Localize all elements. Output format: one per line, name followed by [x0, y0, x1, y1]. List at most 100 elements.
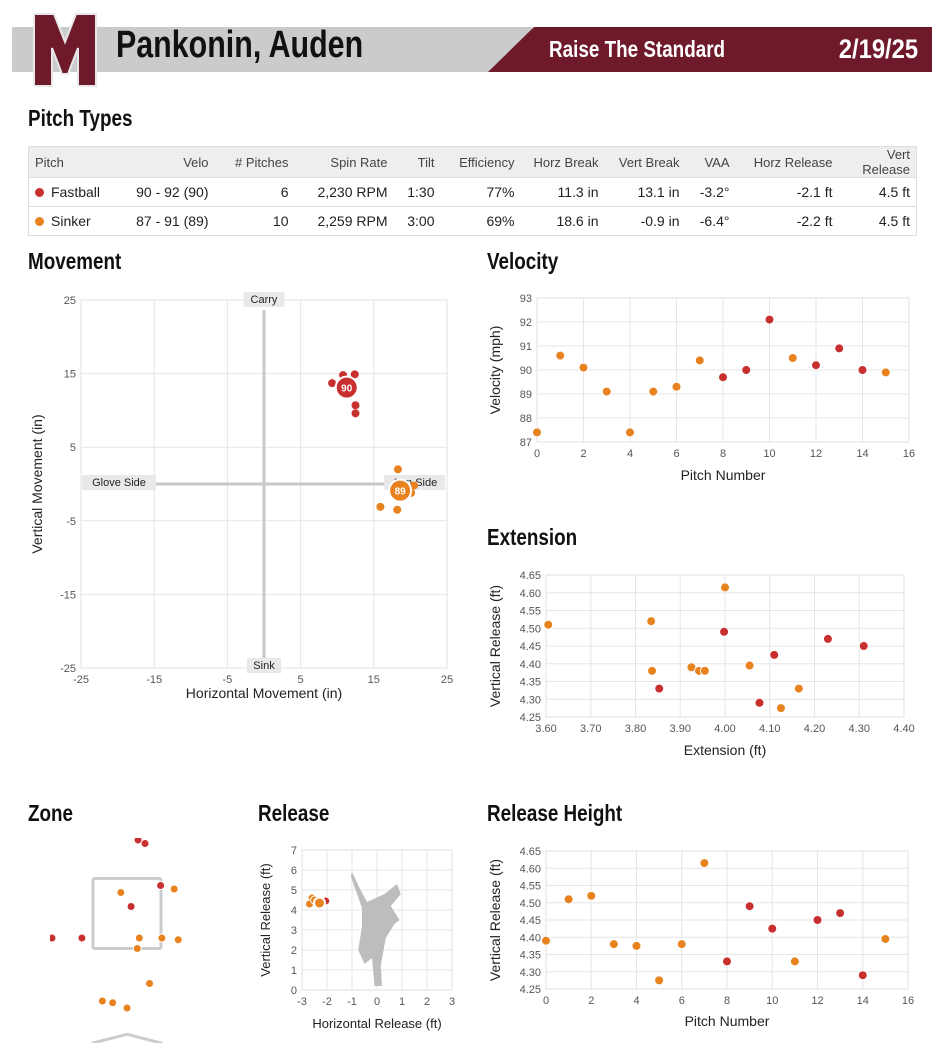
sinker-point [646, 616, 657, 627]
vrel-cell: 4.5 ft [838, 177, 917, 207]
home-plate-icon [91, 1032, 163, 1043]
y-tick-label: 4.25 [520, 984, 541, 996]
fastball-point [812, 915, 823, 925]
pitch-name: Fastball [51, 184, 101, 200]
col-header: Efficiency [440, 146, 521, 178]
spin-cell: 2,230 RPM [294, 177, 394, 207]
x-tick-label: 10 [766, 995, 778, 1007]
sinker-point [676, 939, 687, 950]
x-tick-label: 4.10 [759, 723, 780, 735]
y-tick-label: 0 [291, 985, 297, 997]
fastball-point [834, 343, 845, 354]
y-tick-label: 4.35 [520, 677, 541, 689]
efficiency-cell: 69% [440, 206, 521, 236]
fastball-point [719, 626, 730, 637]
fastball-point [744, 901, 755, 912]
y-tick-label: 2 [291, 945, 297, 957]
y-axis-label: Vertical Movement (in) [29, 414, 45, 553]
sinker-point [543, 619, 554, 630]
count-cell: 6 [214, 177, 295, 207]
fastball-point [835, 908, 846, 919]
y-tick-label: 4.35 [520, 950, 541, 962]
fastball-point [156, 881, 166, 890]
sinker-point [601, 386, 612, 397]
y-axis-label: Vertical Release (ft) [258, 863, 273, 976]
header-accent-bar [488, 27, 932, 72]
sinker-point [744, 660, 755, 671]
quadrant-label-bottom: Sink [253, 660, 275, 672]
quadrant-label-left: Glove Side [92, 477, 146, 489]
x-tick-label: 4.00 [714, 723, 735, 735]
x-tick-label: 1 [399, 996, 405, 1008]
x-axis-label: Pitch Number [681, 467, 766, 483]
sinker-point [108, 998, 118, 1008]
sinker-point [787, 353, 798, 363]
x-tick-label: 2 [424, 996, 430, 1008]
sinker-point [586, 890, 597, 901]
col-header: Spin Rate [294, 146, 394, 178]
y-tick-label: 4.60 [520, 863, 541, 875]
y-tick-label: -5 [66, 516, 76, 528]
plot-area [301, 849, 453, 991]
pitch-name: Sinker [51, 213, 91, 229]
x-axis-label: Horizontal Release (ft) [312, 1016, 441, 1031]
x-tick-label: 6 [673, 448, 679, 460]
col-header: Horz Break [520, 146, 605, 178]
vaa-cell: -6.4° [685, 206, 736, 236]
header-bar [12, 27, 532, 72]
y-tick-label: -15 [60, 589, 76, 601]
x-tick-label: 3.90 [670, 723, 691, 735]
x-axis-label: Horizontal Movement (in) [186, 685, 342, 701]
x-axis-label: Pitch Number [685, 1013, 770, 1029]
y-tick-label: 4.25 [520, 712, 541, 724]
fastball-point [126, 902, 136, 911]
y-tick-label: 4.50 [520, 898, 541, 910]
x-tick-label: 15 [368, 674, 380, 686]
x-tick-label: 2 [588, 995, 594, 1007]
sinker-point [376, 502, 385, 511]
vbreak-cell: 13.1 in [604, 177, 686, 207]
y-tick-label: 1 [291, 965, 297, 977]
fastball-point [722, 956, 732, 967]
fastball-point [140, 839, 150, 848]
y-tick-label: 93 [520, 293, 532, 305]
y-tick-label: 4.65 [520, 570, 541, 582]
sinker-point [541, 935, 551, 946]
sinker-point [97, 996, 107, 1006]
y-axis-label: Vertical Release (ft) [487, 859, 503, 981]
report-date: 2/19/25 [838, 34, 918, 64]
sinker-point [578, 362, 589, 373]
table-row: Sinker 87 - 91 (89) 10 2,259 RPM 3:00 69… [28, 206, 917, 236]
x-tick-label: 3 [449, 996, 455, 1008]
y-tick-label: 88 [520, 413, 532, 425]
fastball-point [77, 933, 87, 943]
sinker-point [699, 858, 710, 869]
y-tick-label: 4.55 [520, 881, 541, 893]
x-tick-label: -5 [223, 674, 233, 686]
sinker-point [116, 888, 126, 897]
y-tick-label: 4.40 [520, 659, 541, 671]
header-slogan: Raise The Standard [549, 36, 726, 62]
x-tick-label: -2 [322, 996, 332, 1008]
y-tick-label: 4.50 [520, 623, 541, 635]
x-tick-label: 5 [298, 674, 304, 686]
efficiency-cell: 77% [440, 177, 521, 207]
y-tick-label: 4.55 [520, 606, 541, 618]
quadrant-label-bottom-bg [246, 658, 282, 673]
fastball-point [50, 933, 57, 943]
y-tick-label: 87 [520, 437, 532, 449]
fastball-point [328, 379, 337, 388]
hrel-cell: -2.2 ft [735, 206, 839, 236]
x-tick-label: 14 [857, 995, 869, 1007]
x-tick-label: 4 [633, 995, 639, 1007]
plot-area [536, 297, 910, 443]
y-tick-label: 89 [520, 389, 532, 401]
sinker-point [880, 933, 891, 944]
x-tick-label: -25 [73, 674, 89, 686]
y-tick-label: 4.45 [520, 641, 541, 653]
x-tick-label: 2 [580, 448, 586, 460]
fastball-avg-marker [334, 375, 359, 400]
velo-cell: 90 - 92 (90) [120, 177, 215, 207]
fastball-avg-label: 90 [341, 384, 353, 395]
sinker-point [671, 381, 682, 392]
